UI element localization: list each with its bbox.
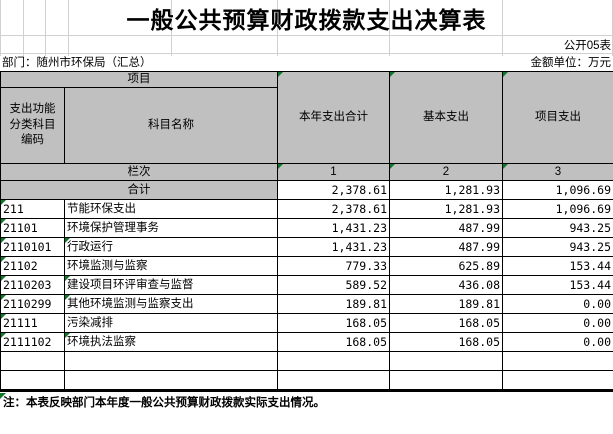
- cell-basic: 436.08: [389, 275, 503, 295]
- cell-project: [502, 370, 613, 390]
- total-row-total: 2,378.61: [277, 180, 390, 200]
- budget-table-body: 项目 本年支出合计 基本支出 项目支出 支出功能 分类科目 编码 科目名称 栏次: [0, 71, 613, 390]
- cell-subject-name: 建设项目环评审查与监督: [64, 275, 278, 295]
- column-header-basic: 基本支出: [389, 71, 503, 164]
- cell-project: 0.00: [502, 294, 613, 314]
- table-row: 2110101 行政运行 1,431.23 487.99 943.25: [0, 237, 613, 257]
- cell-code: 21111: [0, 313, 65, 333]
- cell-basic: [389, 351, 503, 371]
- cell-total: 1,431.23: [277, 237, 390, 257]
- cell-code: 21101: [0, 218, 65, 238]
- column-header-basic-label: 基本支出: [423, 111, 469, 124]
- form-code: 公开05表: [563, 40, 611, 52]
- column-index-1-value: 1: [330, 165, 337, 178]
- cell-subject-name: 环境保护管理事务: [64, 218, 278, 238]
- cell-project: 153.44: [502, 275, 613, 295]
- cell-subject-name: 行政运行: [64, 237, 278, 257]
- total-row-project: 1,096.69: [502, 180, 613, 200]
- cell-total: 168.05: [277, 332, 390, 352]
- cell-code: 2110299: [0, 294, 65, 314]
- cell-total: 1,431.23: [277, 218, 390, 238]
- form-code-row: 公开05表: [0, 36, 613, 54]
- cell-project: [502, 351, 613, 371]
- total-row-basic: 1,281.93: [389, 180, 503, 200]
- cell-project: 1,096.69: [502, 199, 613, 219]
- cell-total: 189.81: [277, 294, 390, 314]
- cell-subject-name: 节能环保支出: [64, 199, 278, 219]
- column-index-label: 栏次: [0, 163, 278, 181]
- cell-code: 2110101: [0, 237, 65, 257]
- table-row: 2110203 建设项目环评审查与监督 589.52 436.08 153.44: [0, 275, 613, 295]
- cell-total: [277, 370, 390, 390]
- table-row: 2110299 其他环境监测与监察支出 189.81 189.81 0.00: [0, 294, 613, 314]
- column-index-1: 1: [277, 163, 390, 181]
- table-group-header-row: 项目 本年支出合计 基本支出 项目支出: [0, 71, 613, 164]
- amount-unit-label: 金额单位：万元: [530, 57, 612, 69]
- cell-basic: 189.81: [389, 294, 503, 314]
- cell-total: 589.52: [277, 275, 390, 295]
- table-row: 21101 环境保护管理事务 1,431.23 487.99 943.25: [0, 218, 613, 238]
- footnote-text: 注：本表反映部门本年度一般公共预算财政拨款实际支出情况。: [3, 397, 325, 409]
- cell-subject-name: [64, 370, 278, 390]
- table-row: [0, 351, 613, 371]
- comment-marker-icon: [0, 393, 6, 399]
- department-label: 部门：随州市环保局（汇总）: [2, 57, 152, 69]
- budget-table: 项目 本年支出合计 基本支出 项目支出 支出功能 分类科目 编码 科目名称 栏次: [0, 71, 613, 390]
- page-title: 一般公共预算财政拨款支出决算表: [0, 0, 613, 36]
- table-row: 21102 环境监测与监察 779.33 625.89 153.44: [0, 256, 613, 276]
- column-header-total: 本年支出合计: [277, 71, 390, 164]
- cell-code: 21102: [0, 256, 65, 276]
- cell-project: 0.00: [502, 313, 613, 333]
- cell-subject-name: 其他环境监测与监察支出: [64, 294, 278, 314]
- column-header-code-line1: 支出功能: [9, 103, 56, 116]
- cell-subject-name: 环境监测与监察: [64, 256, 278, 276]
- cell-total: [277, 351, 390, 371]
- cell-total: 779.33: [277, 256, 390, 276]
- cell-basic: 1,281.93: [389, 199, 503, 219]
- cell-code: 2110203: [0, 275, 65, 295]
- cell-basic: [389, 370, 503, 390]
- cell-code: [0, 351, 65, 371]
- table-row: [0, 370, 613, 390]
- column-header-project: 项目支出: [502, 71, 613, 164]
- column-index-2-value: 2: [442, 165, 450, 178]
- column-index-3: 3: [502, 163, 613, 181]
- cell-project: 943.25: [502, 237, 613, 257]
- cell-code: 2111102: [0, 332, 65, 352]
- footnote: 注：本表反映部门本年度一般公共预算财政拨款实际支出情况。: [0, 390, 613, 409]
- cell-basic: 168.05: [389, 332, 503, 352]
- column-header-project-label: 项目支出: [535, 111, 581, 124]
- cell-project: 153.44: [502, 256, 613, 276]
- table-row: 2111102 环境执法监察 168.05 168.05 0.00: [0, 332, 613, 352]
- cell-code: 211: [0, 199, 65, 219]
- column-header-code: 支出功能 分类科目 编码: [0, 87, 65, 164]
- cell-subject-name: 污染减排: [64, 313, 278, 333]
- table-row: 211 节能环保支出 2,378.61 1,281.93 1,096.69: [0, 199, 613, 219]
- cell-project: 943.25: [502, 218, 613, 238]
- column-header-total-label: 本年支出合计: [299, 111, 368, 124]
- page-title-text: 一般公共预算财政拨款支出决算表: [126, 7, 487, 34]
- column-index-3-value: 3: [554, 165, 562, 178]
- column-header-code-line3: 编码: [21, 134, 44, 147]
- cell-basic: 487.99: [389, 218, 503, 238]
- total-row-label: 合计: [0, 180, 278, 200]
- cell-basic: 487.99: [389, 237, 503, 257]
- cell-project: 0.00: [502, 332, 613, 352]
- group-header-project: 项目: [0, 71, 278, 88]
- column-header-code-line2: 分类科目: [9, 118, 56, 131]
- cell-total: 2,378.61: [277, 199, 390, 219]
- table-column-header-row: 支出功能 分类科目 编码 科目名称: [0, 87, 613, 164]
- table-total-row: 合计 2,378.61 1,281.93 1,096.69: [0, 180, 613, 200]
- department-unit-row: 部门：随州市环保局（汇总） 金额单位：万元: [0, 54, 613, 71]
- cell-basic: 625.89: [389, 256, 503, 276]
- cell-code: [0, 370, 65, 390]
- column-header-name: 科目名称: [64, 87, 278, 164]
- column-index-2: 2: [389, 163, 503, 181]
- cell-total: 168.05: [277, 313, 390, 333]
- table-row: 21111 污染减排 168.05 168.05 0.00: [0, 313, 613, 333]
- cell-basic: 168.05: [389, 313, 503, 333]
- cell-subject-name: 环境执法监察: [64, 332, 278, 352]
- cell-subject-name: [64, 351, 278, 371]
- table-column-index-row: 栏次 1 2 3: [0, 163, 613, 181]
